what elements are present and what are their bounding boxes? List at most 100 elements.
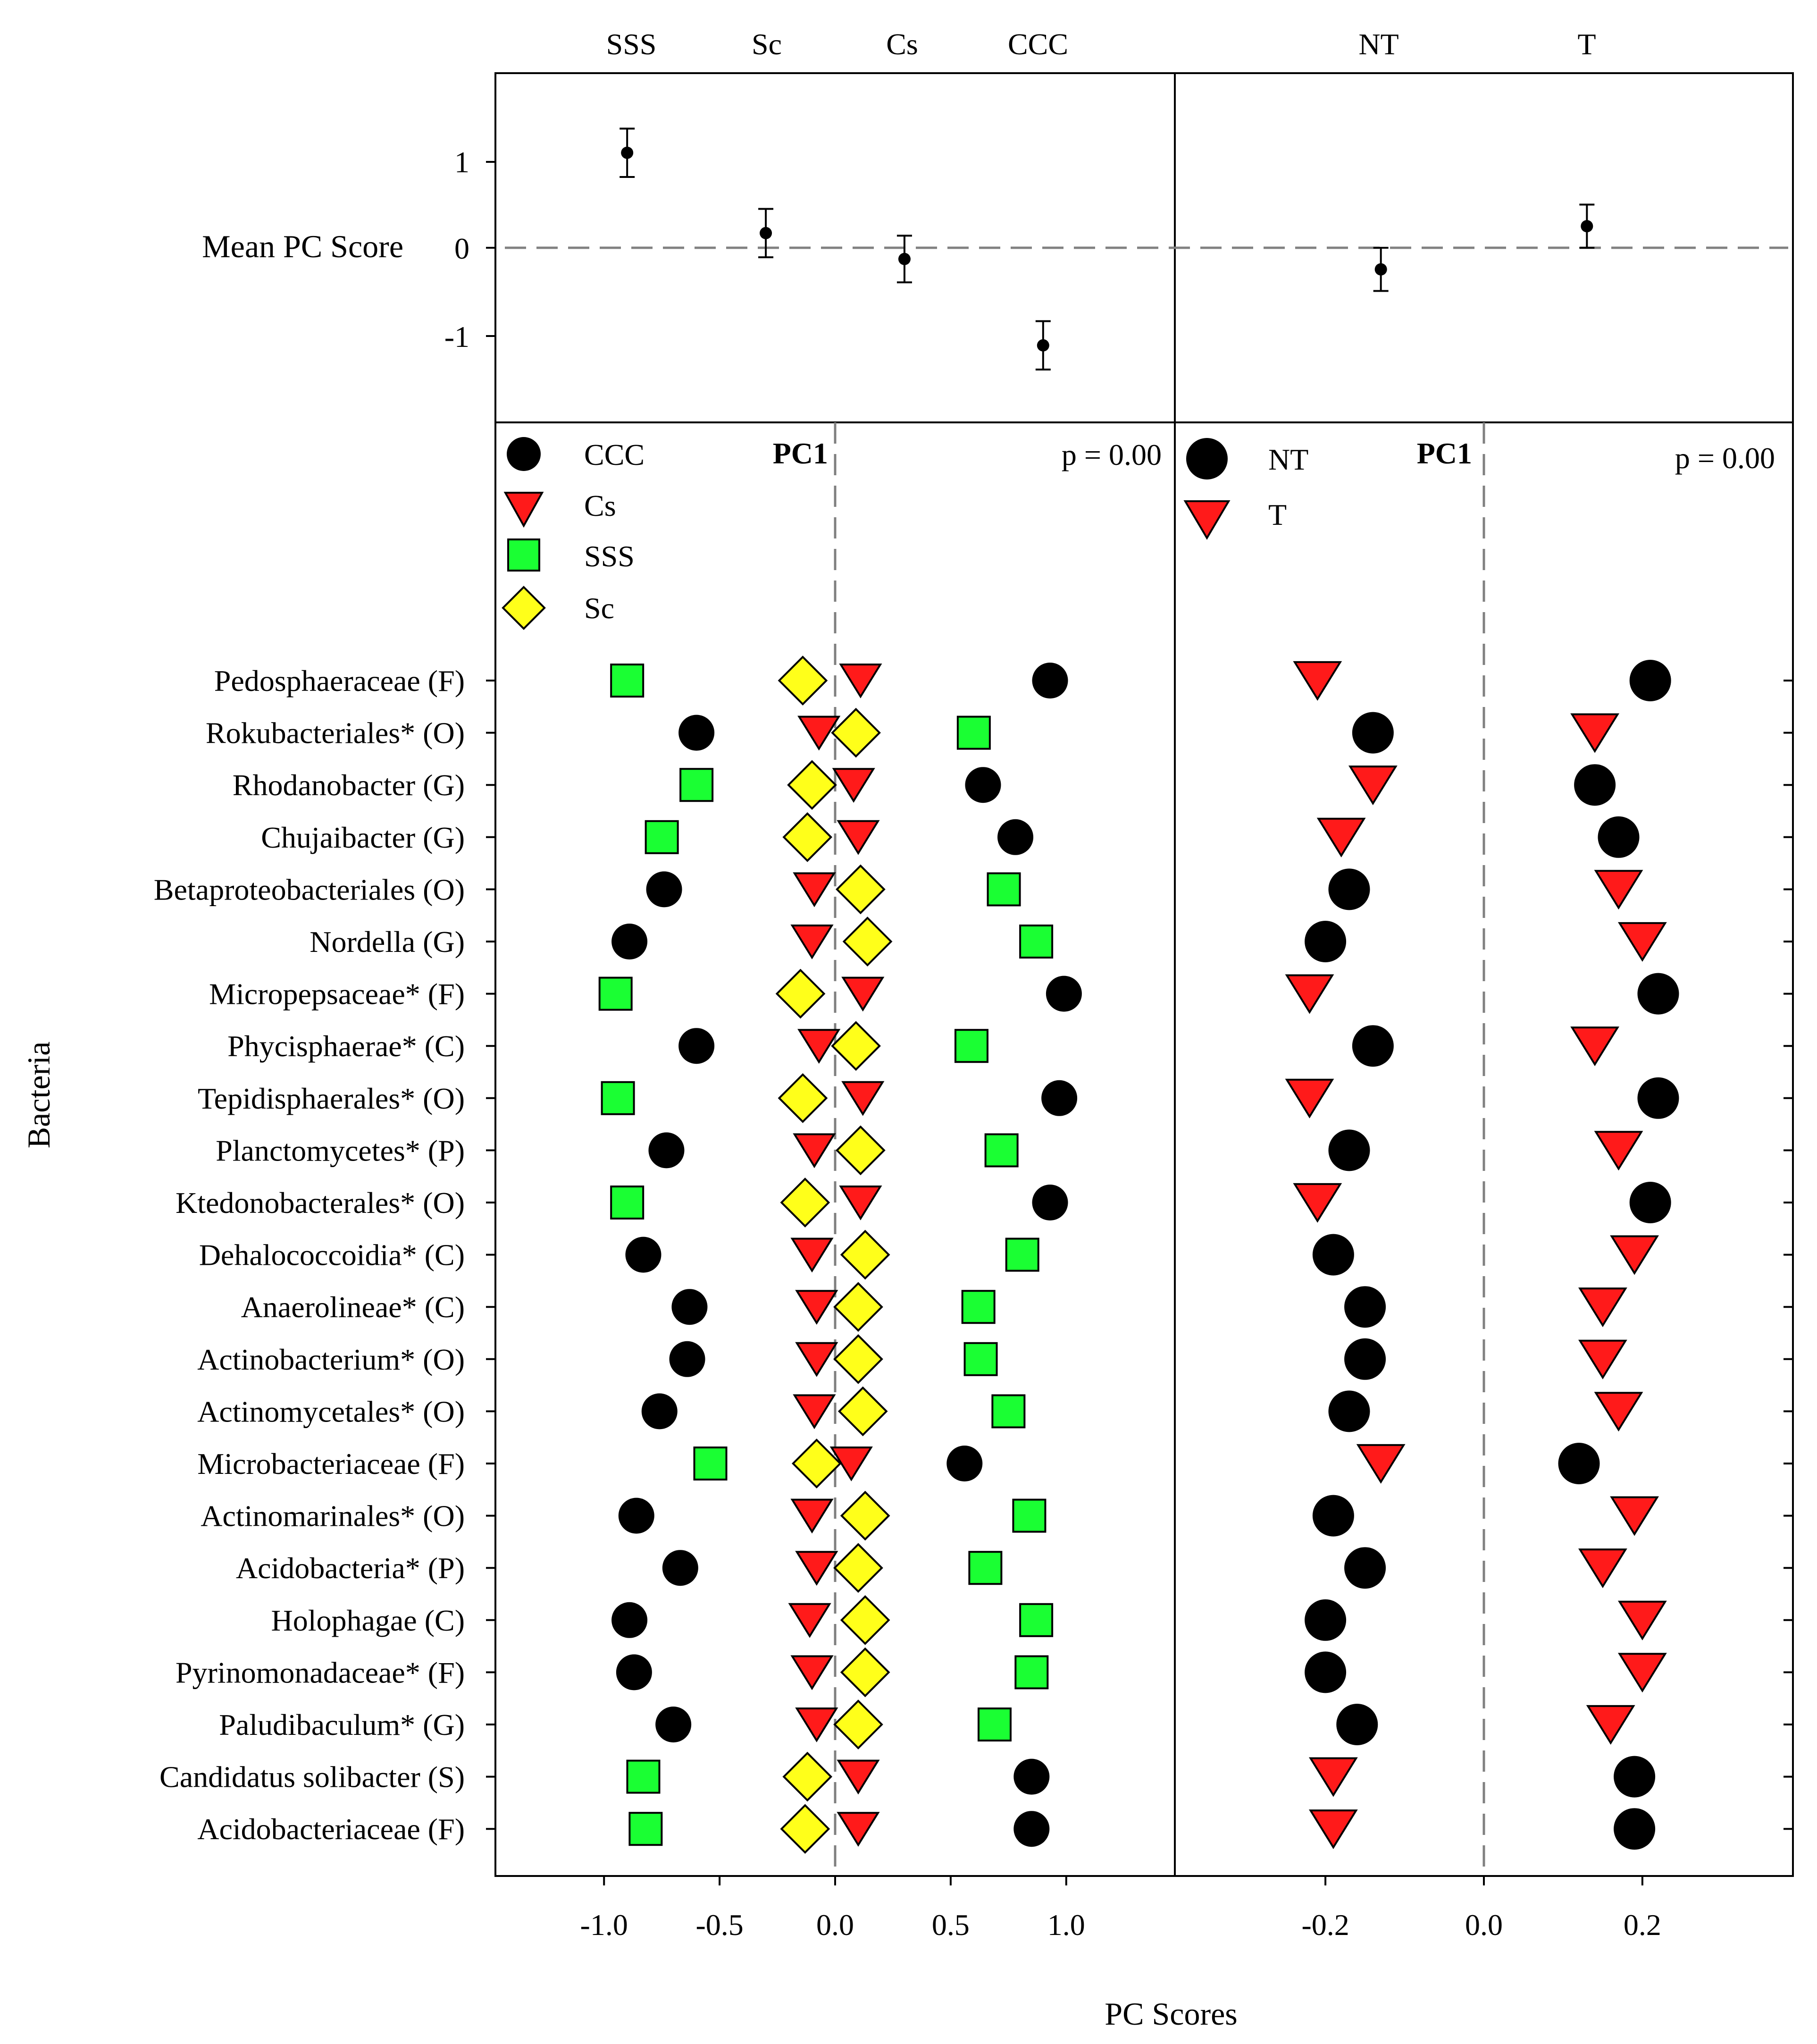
point-cs — [795, 1290, 838, 1325]
mean-point-sc — [760, 227, 772, 239]
point-cs — [788, 1603, 831, 1638]
mean-point-t — [1581, 220, 1593, 233]
point-cs — [795, 1551, 838, 1586]
point-cs — [832, 768, 875, 803]
bacteria-label: Actinomarinales* (O) — [201, 1499, 465, 1533]
point-ccc — [641, 1393, 678, 1430]
group-label-ccc: CCC — [1008, 27, 1068, 61]
point-sss — [679, 768, 714, 802]
x-tick-label: 0.5 — [932, 1908, 970, 1942]
bacteria-label: Phycisphaerae* (C) — [227, 1029, 465, 1063]
point-t — [1309, 1757, 1358, 1797]
legend-label-t: T — [1268, 498, 1287, 531]
bacteria-label: Betaproteobacteriales (O) — [154, 873, 465, 906]
point-nt — [1629, 660, 1671, 701]
point-nt — [1328, 868, 1370, 910]
point-nt — [1637, 973, 1679, 1015]
point-nt — [1305, 1599, 1347, 1641]
bacteria-label: Micropepsaceae* (F) — [209, 977, 465, 1011]
point-sc — [775, 968, 826, 1019]
group-label-t: T — [1577, 27, 1596, 61]
bacteria-label: Nordella (G) — [310, 925, 465, 959]
point-ccc — [662, 1550, 698, 1586]
point-sss — [626, 1759, 661, 1794]
point-sc — [833, 1334, 883, 1384]
point-ccc — [1013, 1758, 1050, 1795]
x-tick-label: 0.0 — [816, 1908, 854, 1942]
point-cs — [837, 1812, 880, 1847]
point-cs — [797, 1029, 841, 1064]
top-panel-marks — [620, 127, 1595, 371]
point-ccc — [646, 871, 682, 908]
point-cs — [793, 1133, 836, 1169]
point-sss — [693, 1447, 728, 1480]
point-sc — [831, 1021, 881, 1071]
point-sss — [610, 664, 645, 698]
point-sc — [782, 812, 833, 862]
point-t — [1348, 765, 1398, 806]
x-tick-label: -0.5 — [695, 1908, 743, 1942]
point-sss — [968, 1551, 1003, 1585]
point-sss — [1005, 1237, 1039, 1272]
point-ccc — [655, 1707, 692, 1742]
x-axis-ticks: -1.0 -0.5 0.0 0.5 1.0 -0.2 0.0 0.2 — [580, 1876, 1661, 1942]
group-label-sss: SSS — [606, 27, 657, 61]
left-p-value: p = 0.00 — [1062, 438, 1162, 471]
point-t — [1610, 1235, 1659, 1275]
top-ytick-label: 0 — [454, 232, 469, 265]
point-t — [1586, 1705, 1635, 1745]
bacteria-label: Tepidisphaerales* (O) — [198, 1082, 465, 1115]
point-sc — [780, 1178, 830, 1228]
point-sc — [840, 1490, 890, 1541]
point-cs — [790, 1655, 834, 1691]
bacteria-label: Ktedonobacterales* (O) — [176, 1186, 465, 1220]
point-t — [1316, 817, 1366, 858]
legend-label-ccc: CCC — [584, 438, 645, 471]
point-cs — [839, 664, 882, 698]
x-axis-title: PC Scores — [1105, 1996, 1237, 2032]
point-sss — [1014, 1655, 1049, 1690]
group-label-sc: Sc — [752, 27, 782, 61]
bacteria-label: Holophagae (C) — [271, 1604, 465, 1637]
point-sc — [836, 1125, 886, 1176]
x-tick-label: 1.0 — [1047, 1908, 1085, 1942]
point-nt — [1344, 1547, 1386, 1589]
group-label-cs: Cs — [886, 27, 918, 61]
point-sss — [977, 1708, 1012, 1741]
point-sc — [778, 656, 828, 706]
point-t — [1594, 1131, 1643, 1171]
point-cs — [839, 1186, 882, 1220]
point-sss — [628, 1812, 663, 1846]
point-t — [1356, 1444, 1406, 1484]
point-nt — [1305, 921, 1347, 962]
mean-point-nt — [1374, 263, 1387, 276]
x-tick-label: 0.0 — [1465, 1908, 1503, 1942]
x-tick-label: -1.0 — [580, 1908, 628, 1942]
point-t — [1618, 1600, 1667, 1640]
point-sc — [831, 707, 881, 758]
point-cs — [841, 976, 885, 1012]
point-nt — [1312, 1234, 1354, 1276]
point-sss — [956, 715, 991, 750]
legend-marker-circle — [1186, 438, 1228, 479]
bacteria-label: Actinomycetales* (O) — [197, 1395, 465, 1428]
right-p-value: p = 0.00 — [1675, 441, 1775, 475]
point-t — [1293, 661, 1342, 701]
point-sss — [963, 1342, 998, 1376]
x-tick-label: 0.2 — [1624, 1908, 1661, 1942]
point-sss — [954, 1029, 988, 1063]
legend-label-cs: Cs — [584, 489, 616, 522]
point-sc — [842, 917, 893, 967]
point-cs — [790, 925, 834, 959]
point-cs — [790, 1498, 834, 1534]
point-cs — [795, 1708, 838, 1742]
left-pc-label: PC1 — [773, 437, 828, 470]
point-ccc — [625, 1236, 661, 1273]
point-cs — [790, 1237, 834, 1273]
point-sc — [833, 1282, 883, 1332]
right-pc-label: PC1 — [1417, 437, 1472, 470]
bacteria-label: Paludibaculum* (G) — [219, 1708, 465, 1741]
point-cs — [841, 1081, 885, 1116]
y-axis-title: Bacteria — [21, 1042, 57, 1149]
point-nt — [1614, 1756, 1656, 1798]
